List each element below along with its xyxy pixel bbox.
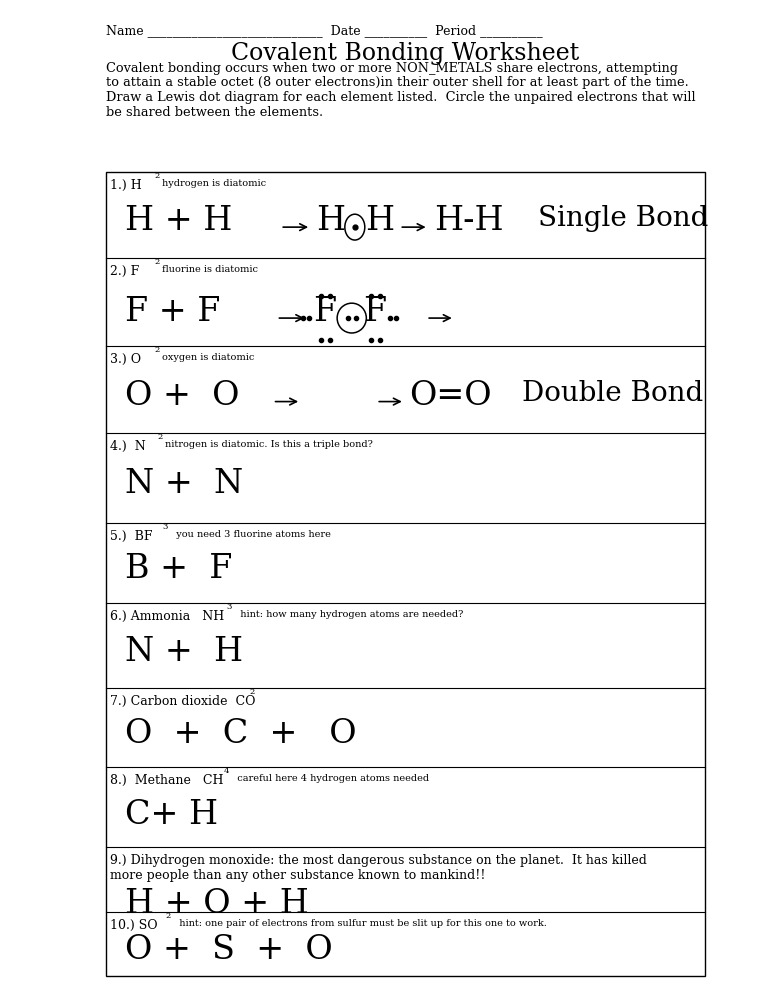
Text: more people than any other substance known to mankind!!: more people than any other substance kno… [110, 869, 485, 882]
Text: 2.) F: 2.) F [110, 265, 139, 278]
Text: H: H [365, 205, 394, 238]
Text: 2: 2 [154, 258, 160, 266]
Text: O  +  C  +   O: O + C + O [125, 718, 357, 749]
Text: F: F [363, 296, 386, 328]
Text: Covalent bonding occurs when two or more NON_METALS share electrons, attempting: Covalent bonding occurs when two or more… [106, 62, 678, 75]
Text: oxygen is diatomic: oxygen is diatomic [162, 353, 254, 362]
Text: 3: 3 [162, 523, 167, 531]
Text: 8.)  Methane   CH: 8.) Methane CH [110, 774, 223, 787]
Text: 6.) Ammonia   NH: 6.) Ammonia NH [110, 610, 224, 623]
Bar [106, 172, 705, 976]
Text: 5.)  BF: 5.) BF [110, 530, 152, 543]
Text: Name ____________________________  Date __________  Period __________: Name ____________________________ Date _… [106, 24, 543, 37]
Text: 2: 2 [157, 433, 163, 441]
Text: H + H: H + H [125, 205, 233, 238]
Text: 2: 2 [154, 346, 160, 354]
Text: N +  H: N + H [125, 636, 243, 668]
Text: hydrogen is diatomic: hydrogen is diatomic [162, 179, 266, 188]
Text: to attain a stable octet (8 outer electrons)in their outer shell for at least pa: to attain a stable octet (8 outer electr… [106, 77, 689, 89]
Text: Double Bond: Double Bond [522, 380, 703, 407]
Text: 2: 2 [165, 912, 170, 920]
Text: H + O + H: H + O + H [125, 888, 309, 919]
Text: be shared between the elements.: be shared between the elements. [106, 105, 323, 118]
Text: O +  S  +  O: O + S + O [125, 934, 333, 966]
Text: Draw a Lewis dot diagram for each element listed.  Circle the unpaired electrons: Draw a Lewis dot diagram for each elemen… [106, 91, 696, 104]
Text: 2: 2 [154, 172, 160, 180]
Text: hint: how many hydrogen atoms are needed?: hint: how many hydrogen atoms are needed… [234, 610, 464, 619]
Text: O +  O: O + O [125, 380, 240, 412]
Text: fluorine is diatomic: fluorine is diatomic [162, 265, 258, 274]
Text: F: F [313, 296, 336, 328]
Text: 4: 4 [223, 767, 229, 775]
Text: 4.)  N: 4.) N [110, 440, 146, 453]
Text: nitrogen is diatomic. Is this a triple bond?: nitrogen is diatomic. Is this a triple b… [165, 440, 373, 449]
Text: 10.) SO: 10.) SO [110, 919, 157, 932]
Text: 2: 2 [250, 688, 255, 696]
Text: O=O: O=O [409, 380, 492, 412]
Text: 9.) Dihydrogen monoxide: the most dangerous substance on the planet.  It has kil: 9.) Dihydrogen monoxide: the most danger… [110, 854, 647, 867]
Text: C+ H: C+ H [125, 799, 218, 831]
Text: 3: 3 [227, 603, 232, 611]
Text: 1.) H: 1.) H [110, 179, 141, 192]
Text: 7.) Carbon dioxide  CO: 7.) Carbon dioxide CO [110, 695, 255, 708]
Text: 3.) O: 3.) O [110, 353, 141, 366]
Text: Covalent Bonding Worksheet: Covalent Bonding Worksheet [231, 42, 580, 65]
Text: H-H: H-H [434, 205, 504, 238]
Text: you need 3 fluorine atoms here: you need 3 fluorine atoms here [170, 530, 330, 539]
Text: careful here 4 hydrogen atoms needed: careful here 4 hydrogen atoms needed [231, 774, 429, 783]
Text: Single Bond: Single Bond [538, 205, 708, 233]
Text: hint: one pair of electrons from sulfur must be slit up for this one to work.: hint: one pair of electrons from sulfur … [173, 919, 547, 928]
Text: F + F: F + F [125, 296, 220, 328]
Text: H: H [316, 205, 346, 238]
Text: N +  N: N + N [125, 468, 243, 500]
Text: B +  F: B + F [125, 553, 233, 585]
